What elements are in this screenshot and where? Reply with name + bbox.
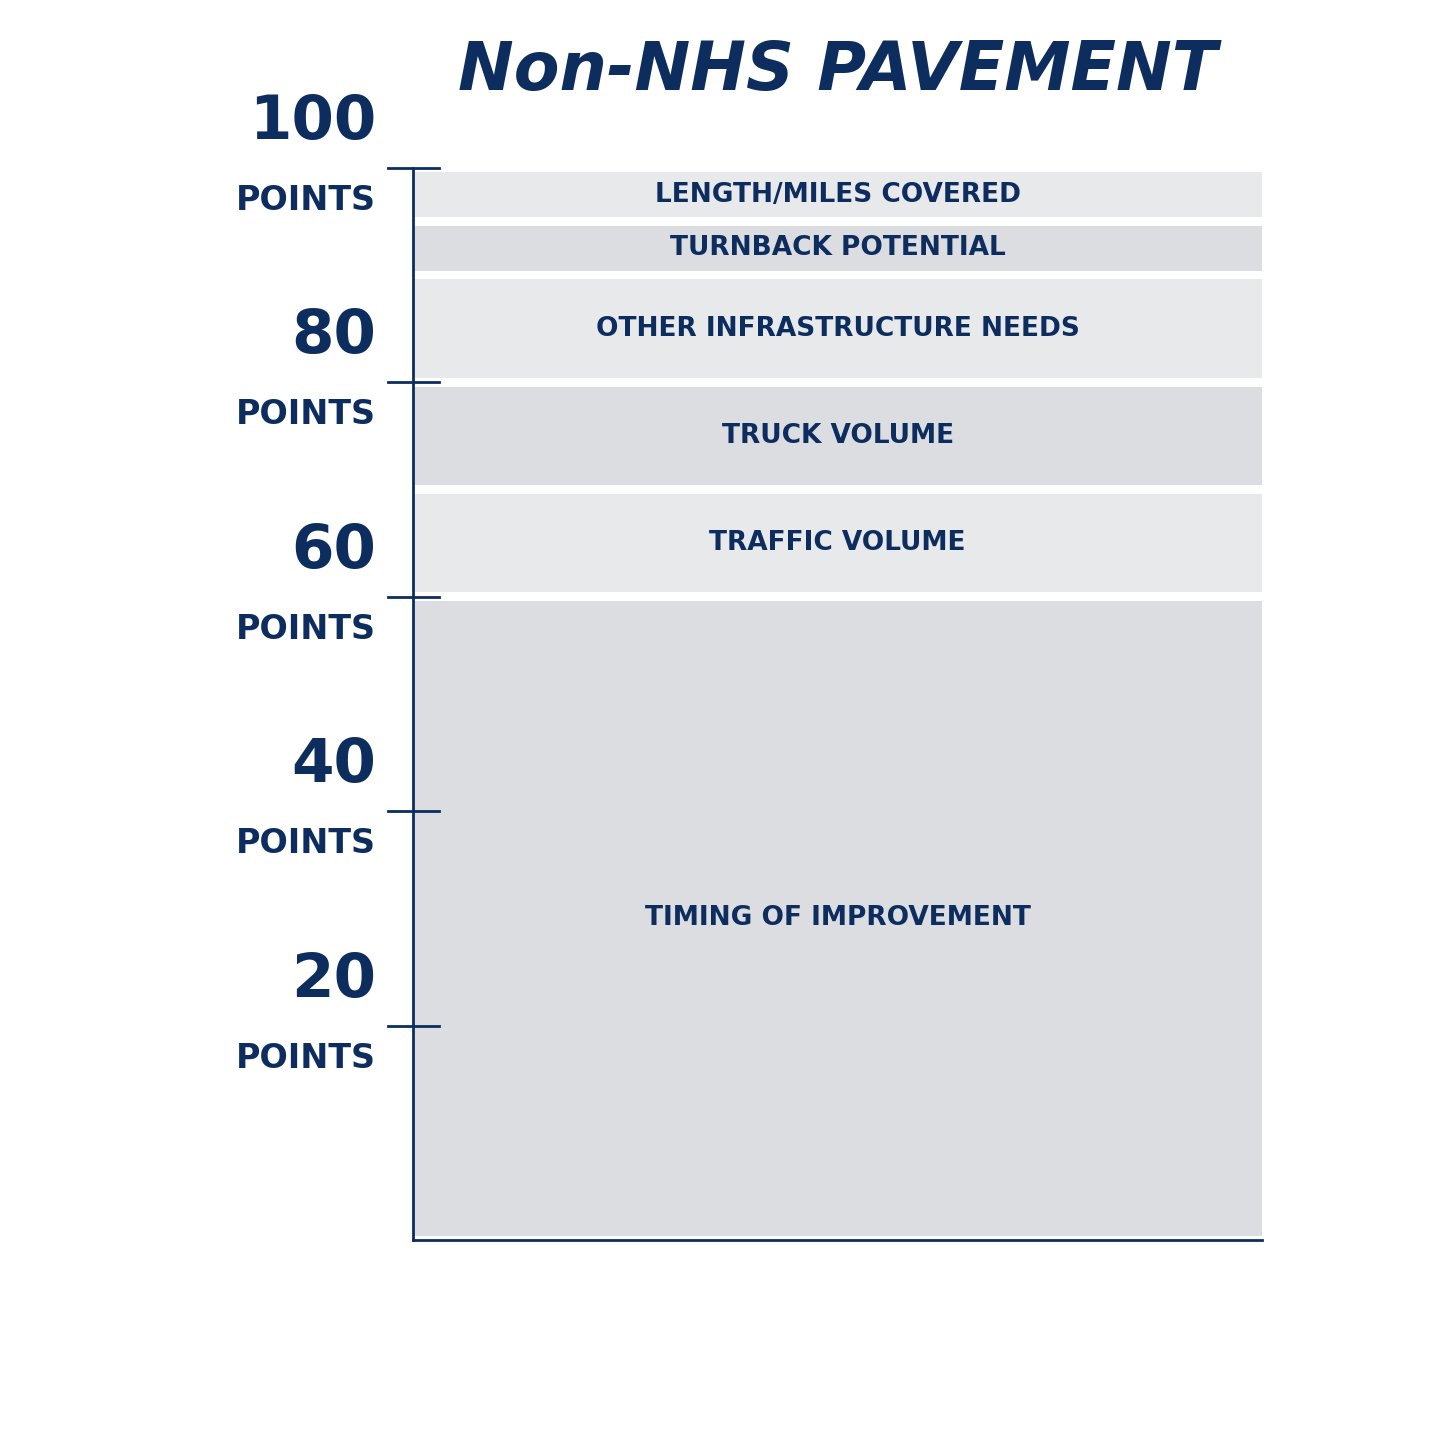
Text: Non-NHS PAVEMENT: Non-NHS PAVEMENT	[458, 39, 1217, 104]
Text: 100: 100	[249, 92, 376, 151]
Text: POINTS: POINTS	[236, 613, 376, 645]
Text: POINTS: POINTS	[236, 184, 376, 217]
Bar	[413, 386, 1261, 485]
Text: TIMING OF IMPROVEMENT: TIMING OF IMPROVEMENT	[645, 906, 1031, 932]
Text: TRUCK VOLUME: TRUCK VOLUME	[721, 423, 953, 449]
Text: TRAFFIC VOLUME: TRAFFIC VOLUME	[710, 530, 966, 556]
Text: POINTS: POINTS	[236, 399, 376, 432]
Bar	[413, 279, 1261, 377]
Bar	[413, 226, 1261, 271]
Text: LENGTH/MILES COVERED: LENGTH/MILES COVERED	[655, 181, 1021, 207]
Text: POINTS: POINTS	[236, 1041, 376, 1074]
Text: 60: 60	[291, 521, 376, 580]
Bar	[413, 600, 1261, 1236]
Text: 80: 80	[291, 307, 376, 366]
Bar	[413, 171, 1261, 217]
Text: 20: 20	[291, 950, 376, 1009]
Text: OTHER INFRASTRUCTURE NEEDS: OTHER INFRASTRUCTURE NEEDS	[596, 315, 1080, 341]
Bar	[413, 494, 1261, 592]
Text: TURNBACK POTENTIAL: TURNBACK POTENTIAL	[670, 235, 1005, 261]
Text: POINTS: POINTS	[236, 827, 376, 860]
Text: 40: 40	[291, 736, 376, 795]
